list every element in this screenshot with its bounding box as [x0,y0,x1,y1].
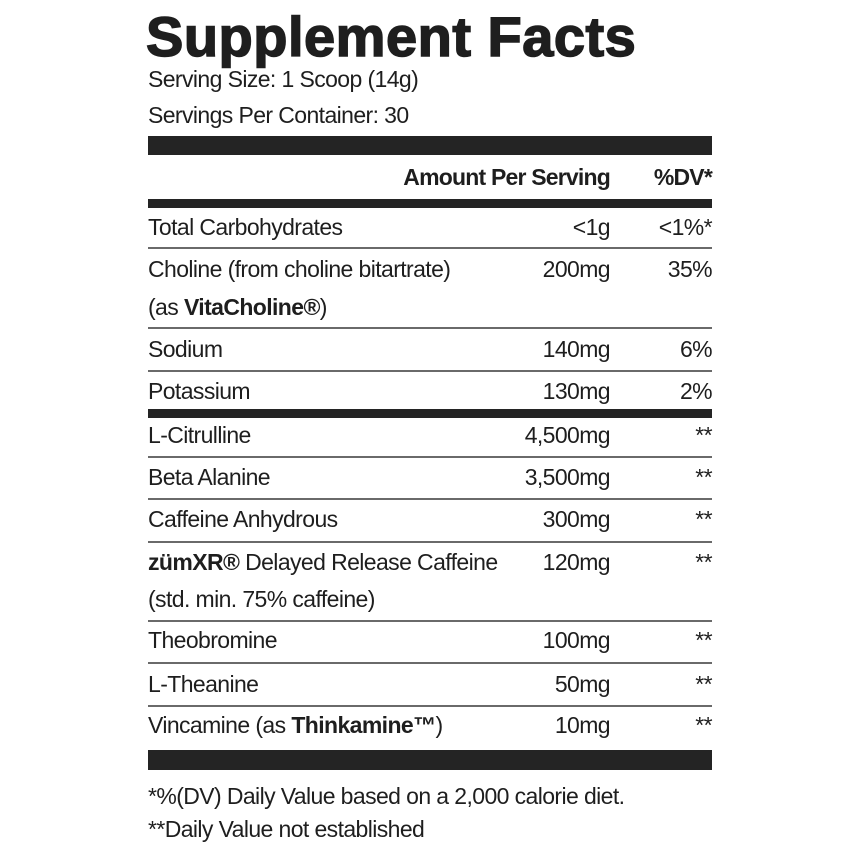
divider [148,370,712,372]
divider [148,662,712,664]
divider-medium [148,409,712,418]
divider [148,456,712,458]
divider [148,541,712,543]
page-title: Supplement Facts [145,4,637,69]
divider [148,620,712,622]
amount-header: Amount Per Serving [403,164,611,190]
dv-header: %DV* [653,164,713,190]
divider-medium [148,199,712,208]
divider [148,327,712,329]
brand-name: Thinkamine™ [291,712,436,738]
divider [148,498,712,500]
divider [148,247,712,249]
divider [148,705,712,707]
footnote-not-established: **Daily Value not established [148,816,425,842]
brand-name: VitaCholine® [183,294,320,320]
serving-size: Serving Size: 1 Scoop (14g) [148,66,419,92]
divider-thick [148,750,712,770]
servings-per-container: Servings Per Container: 30 [148,102,409,128]
divider-thick [148,136,712,155]
brand-name: zümXR® [148,549,240,575]
footnote-dv: *%(DV) Daily Value based on a 2,000 calo… [148,783,625,809]
